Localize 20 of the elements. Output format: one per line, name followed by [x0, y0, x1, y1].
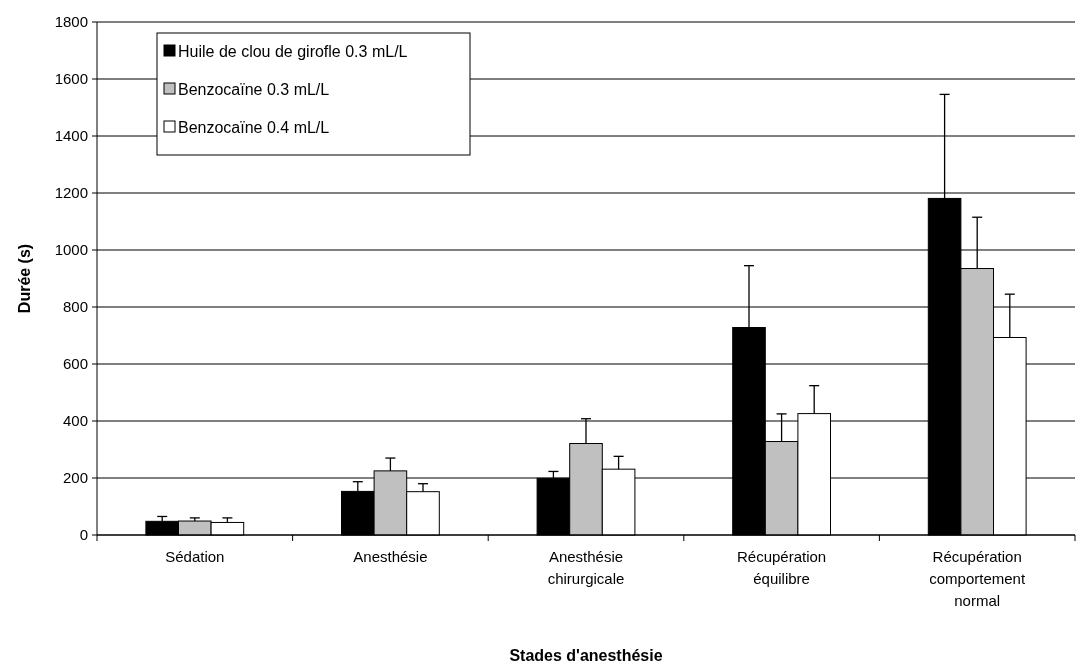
- y-tick-label: 200: [62, 469, 88, 487]
- legend-label: Benzocaïne 0.3 mL/L: [178, 80, 330, 98]
- y-tick-label: 1800: [54, 13, 88, 31]
- x-tick-label: Récupération comportement normal: [929, 548, 1026, 609]
- y-axis-title: Durée (s): [16, 243, 33, 314]
- x-tick-label: Anesthésie: [353, 548, 428, 565]
- y-tick-label: 1400: [54, 127, 88, 145]
- x-tick-label: Récupération équilibre: [736, 548, 827, 587]
- x-tick-label: Sédation: [165, 548, 225, 565]
- y-tick-label: 1000: [54, 241, 88, 259]
- y-tick-label: 0: [79, 526, 88, 544]
- y-tick-label: 800: [62, 298, 88, 316]
- y-tick-label: 400: [62, 412, 88, 430]
- legend-label: Benzocaïne 0.4 mL/L: [178, 118, 330, 136]
- x-axis-title: Stades d'anesthésie: [509, 647, 663, 664]
- y-tick-label: 1600: [54, 70, 88, 88]
- y-tick-label: 1200: [54, 184, 88, 202]
- y-tick-label: 600: [62, 355, 88, 373]
- legend-label: Huile de clou de girofle 0.3 mL/L: [178, 42, 408, 60]
- x-tick-label: Anesthésie chirurgicale: [547, 548, 625, 587]
